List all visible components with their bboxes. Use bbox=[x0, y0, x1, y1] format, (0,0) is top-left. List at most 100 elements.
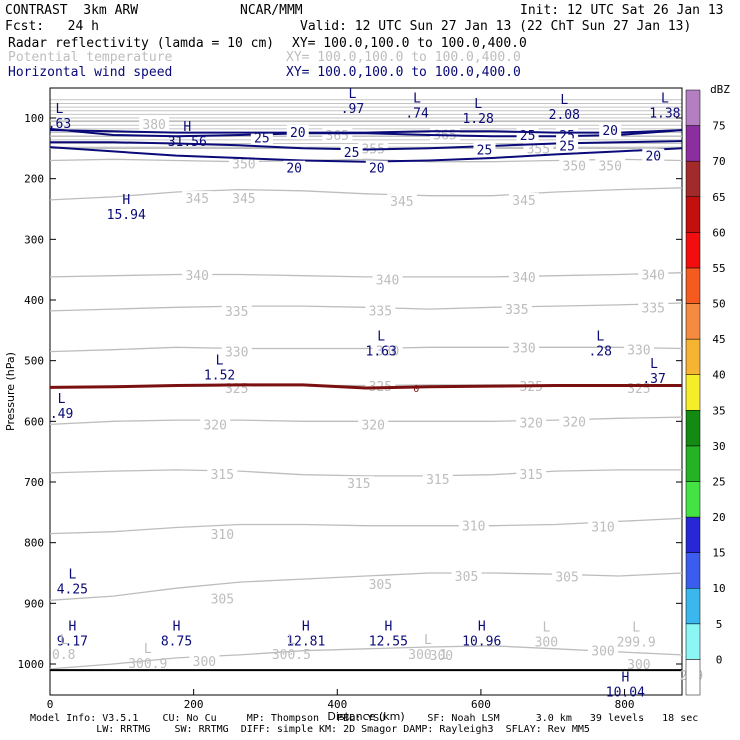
extremum-value: 1.38 bbox=[649, 107, 680, 122]
colorbar-level-label: 0 bbox=[716, 653, 723, 666]
extremum-value: 9.17 bbox=[57, 634, 88, 649]
extremum-value: 0.8 bbox=[52, 648, 75, 663]
extremum-L-marker: L bbox=[144, 642, 152, 657]
theta-label-bg bbox=[509, 192, 539, 207]
colorbar-swatch bbox=[685, 623, 701, 660]
theta-label-bg bbox=[638, 267, 669, 282]
colorbar-swatch bbox=[685, 338, 701, 375]
theta-label-bg bbox=[458, 518, 489, 533]
extremum-value: 4.25 bbox=[57, 582, 88, 597]
extremum-value: 1.52 bbox=[204, 369, 235, 384]
extremum-L-marker: L bbox=[474, 97, 482, 112]
theta-label-bg bbox=[588, 643, 618, 658]
theta-label-bg bbox=[386, 194, 417, 209]
colorbar-level-label: 20 bbox=[712, 511, 725, 524]
wind-label-bg bbox=[365, 160, 388, 175]
theta-contour-345 bbox=[49, 187, 683, 201]
theta-contour-label: 330 bbox=[512, 341, 535, 356]
extremum-value: 300 bbox=[535, 636, 558, 651]
extremum-H-marker: H bbox=[384, 619, 392, 634]
theta-contour-label: 305 bbox=[455, 570, 478, 585]
theta-contour-label: 315 bbox=[211, 468, 234, 483]
theta-contour-label: 325 bbox=[519, 380, 542, 395]
theta-contour-330 bbox=[49, 346, 683, 353]
extremum-value: 8.75 bbox=[161, 634, 192, 649]
theta-contour-label: 300 bbox=[193, 655, 216, 670]
extremum-value: 300.5 bbox=[272, 648, 311, 663]
x-tick-label: 800 bbox=[615, 698, 635, 711]
colorbar-level-label: 25 bbox=[712, 475, 725, 488]
extremum-L-marker: L bbox=[216, 354, 224, 369]
colorbar-level-label: 70 bbox=[712, 155, 725, 168]
colorbar-swatch bbox=[685, 410, 701, 447]
wind-label-bg bbox=[599, 123, 622, 138]
theta-label-bg bbox=[422, 471, 453, 486]
theta-label-bg bbox=[372, 272, 403, 287]
extremum-L-marker: L bbox=[424, 633, 432, 648]
theta-contour-label: 340 bbox=[376, 273, 399, 288]
colorbar-level-label: 50 bbox=[712, 298, 725, 311]
extremum-L-marker: L bbox=[349, 87, 357, 102]
extremum-value: 300.1 bbox=[408, 648, 447, 663]
extremum-L-marker: L bbox=[661, 92, 669, 107]
theta-label-bg bbox=[228, 156, 259, 171]
theta-contour-label: 305 bbox=[369, 578, 392, 593]
theta-contour-label: 335 bbox=[505, 303, 528, 318]
theta-label-bg bbox=[451, 569, 482, 584]
x-axis-title: Distance (km) bbox=[327, 710, 404, 723]
theta-contour-label: 310 bbox=[211, 528, 234, 543]
wind-contour-label: 25 bbox=[477, 144, 493, 159]
colorbar-swatch bbox=[685, 125, 701, 162]
extremum-L-marker: L bbox=[56, 102, 64, 117]
colorbar-swatch bbox=[685, 267, 701, 304]
colorbar-level-label: 60 bbox=[712, 226, 725, 239]
theta-contour-label: 350 bbox=[232, 158, 255, 173]
theta-contour-label: 330 bbox=[225, 346, 248, 361]
theta-label-bg bbox=[343, 476, 374, 491]
theta-label-bg bbox=[559, 414, 590, 429]
wind-contour-label: 25 bbox=[559, 139, 575, 154]
extremum-value: 12.81 bbox=[286, 634, 325, 649]
extremum-value: 299.9 bbox=[617, 636, 656, 651]
extremum-value: 10.96 bbox=[462, 634, 501, 649]
extremum-L-marker: L bbox=[650, 357, 658, 372]
colorbar-swatch bbox=[685, 659, 701, 696]
theta-contour-label: 300 bbox=[430, 649, 453, 664]
extremum-value: .49 bbox=[50, 407, 73, 422]
theta-contour-label: 315 bbox=[519, 468, 542, 483]
colorbar-level-label: 30 bbox=[712, 440, 725, 453]
theta-contour-label: 310 bbox=[591, 520, 614, 535]
field-theta-xy: XY= 100.0,100.0 to 100.0,400.0 bbox=[286, 50, 521, 65]
y-tick-label: 600 bbox=[24, 415, 44, 428]
extremum-value: 10.04 bbox=[606, 685, 645, 700]
theta-contour-label: 345 bbox=[232, 192, 255, 207]
extremum-H-marker: H bbox=[122, 193, 130, 208]
x-tick-label: 600 bbox=[471, 698, 491, 711]
field-reflectivity-name: Radar reflectivity (lamda = 10 cm) bbox=[8, 36, 275, 51]
theta-label-bg bbox=[139, 117, 170, 132]
colorbar-swatch bbox=[685, 303, 701, 340]
extremum-L-marker: L bbox=[68, 567, 76, 582]
colorbar-level-label: 55 bbox=[712, 262, 725, 275]
theta-contour-label: 350 bbox=[563, 159, 586, 174]
wind-label-bg bbox=[556, 138, 579, 153]
colorbar-swatch bbox=[685, 587, 701, 625]
extremum-H-marker: H bbox=[302, 619, 310, 634]
field-reflectivity-xy: XY= 100.0,100.0 to 100.0,400.0 bbox=[292, 36, 527, 51]
freezing-level-line bbox=[49, 383, 682, 390]
theta-contour-label: 340 bbox=[642, 269, 665, 284]
extremum-value: 31.56 bbox=[168, 135, 207, 150]
theta-contour-340 bbox=[49, 272, 683, 278]
wind-label-bg bbox=[340, 144, 363, 159]
theta-label-bg bbox=[509, 269, 539, 284]
extremum-value: .28 bbox=[588, 344, 611, 359]
extremum-L-marker: L bbox=[413, 92, 421, 107]
theta-label-bg bbox=[509, 340, 539, 355]
theta-contour-label: 305 bbox=[211, 592, 234, 607]
theta-label-bg bbox=[221, 303, 252, 318]
colorbar-swatch bbox=[685, 552, 701, 589]
theta-label-bg bbox=[200, 417, 231, 432]
y-tick-label: 1000 bbox=[18, 658, 45, 671]
colorbar-swatch bbox=[685, 445, 701, 482]
